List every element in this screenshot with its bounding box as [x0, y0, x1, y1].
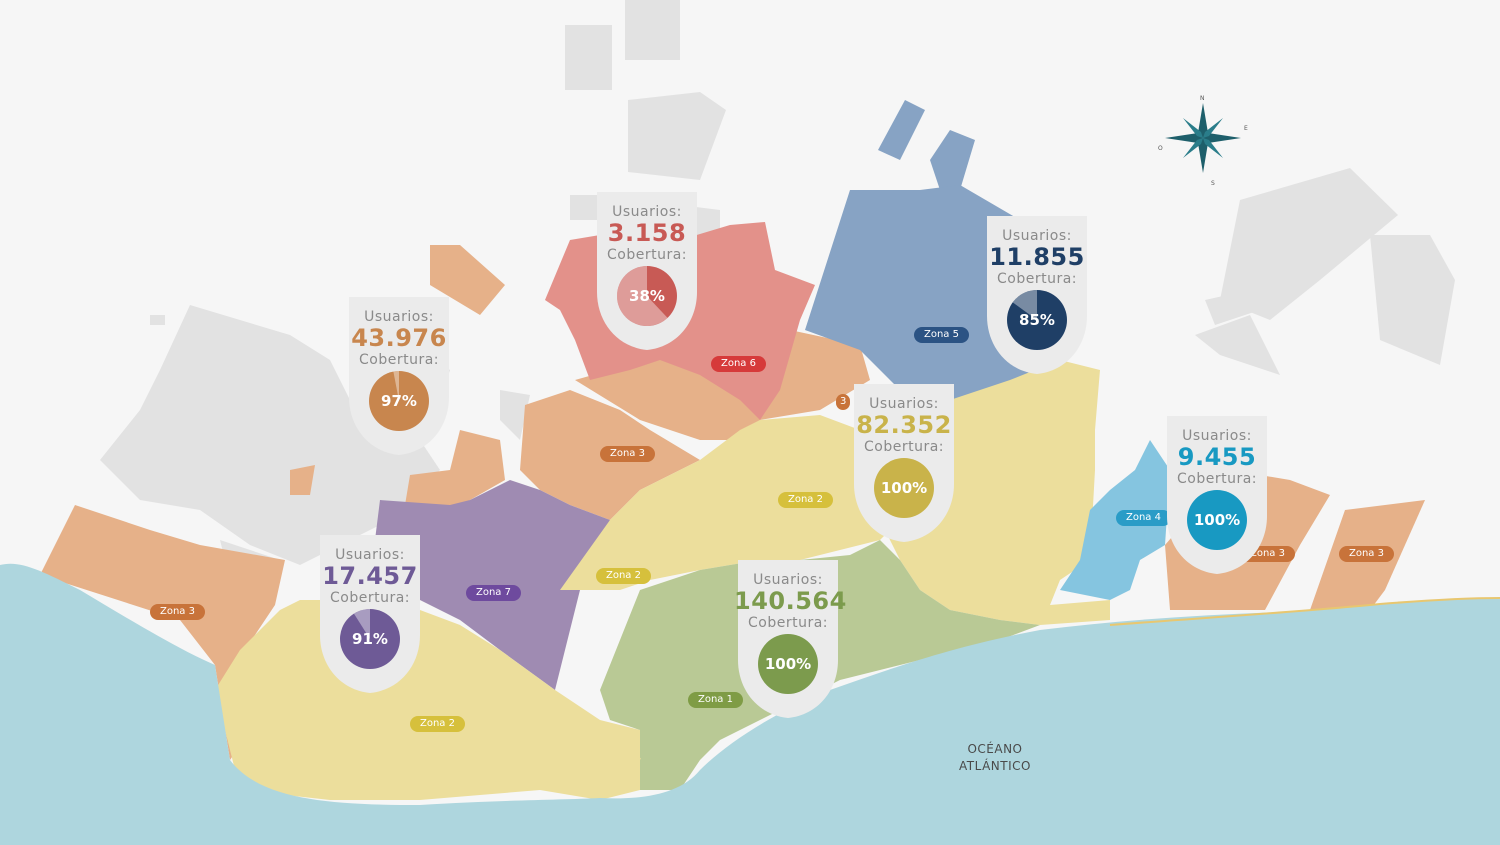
cobertura-value: 91%	[352, 630, 388, 648]
uncovered-slice	[353, 609, 370, 639]
zone-6-stats-pin[interactable]: Usuarios: 3.158 Cobertura: 38%	[593, 192, 701, 352]
pin-shape	[738, 560, 838, 718]
uncovered-slice	[1012, 290, 1037, 320]
ocean-label-line1: OCÉANO	[967, 742, 1023, 756]
cobertura-value: 100%	[880, 479, 928, 497]
uncovered-slice	[393, 371, 399, 401]
zone-label-2: Zona 2	[778, 492, 833, 508]
zone-label-2: Zona 2	[410, 716, 465, 732]
pin-shape	[597, 192, 697, 350]
uncovered-slice	[617, 266, 668, 326]
zone-label-2: Zona 2	[596, 568, 651, 584]
cobertura-label: Cobertura:	[1176, 471, 1257, 487]
usuarios-value: 3.158	[607, 219, 687, 247]
usuarios-value: 17.457	[322, 562, 418, 590]
usuarios-value: 82.352	[856, 411, 952, 439]
zone-3-stats-pin[interactable]: Usuarios: 43.976 Cobertura: 97%	[345, 297, 453, 457]
zone-2-stats-pin[interactable]: Usuarios: 82.352 Cobertura: 100%	[850, 384, 958, 544]
pin-shape	[854, 384, 954, 542]
cobertura-value: 100%	[1193, 511, 1241, 529]
cobertura-value: 85%	[1019, 311, 1055, 329]
usuarios-value: 140.564	[734, 587, 847, 615]
harbour	[539, 728, 641, 772]
compass-rose-icon	[1165, 103, 1241, 173]
cobertura-label: Cobertura:	[358, 352, 439, 368]
cobertura-label: Cobertura:	[329, 590, 410, 606]
usuarios-label: Usuarios:	[1182, 428, 1252, 444]
compass-s: S	[1211, 180, 1215, 187]
zone-label-3: Zona 3	[600, 446, 655, 462]
coverage-pie	[340, 609, 400, 669]
usuarios-label: Usuarios:	[753, 572, 823, 588]
usuarios-value: 9.455	[1177, 443, 1257, 471]
zone-5-stats-pin[interactable]: Usuarios: 11.855 Cobertura: 85%	[983, 216, 1091, 376]
coverage-pie	[758, 634, 818, 694]
usuarios-label: Usuarios:	[612, 204, 682, 220]
ocean-label-line2: ATLÁNTICO	[959, 759, 1031, 773]
compass-o: O	[1158, 145, 1163, 152]
cobertura-label: Cobertura:	[863, 439, 944, 455]
ocean-label: OCÉANO ATLÁNTICO	[940, 741, 1050, 775]
cobertura-label: Cobertura:	[606, 247, 687, 263]
usuarios-label: Usuarios:	[1002, 228, 1072, 244]
coverage-pie	[1007, 290, 1067, 350]
ocean	[0, 563, 1500, 845]
cobertura-value: 38%	[629, 287, 665, 305]
usuarios-value: 43.976	[351, 324, 447, 352]
coverage-pie	[617, 266, 677, 326]
zone-label-3: Zona 3	[1339, 546, 1394, 562]
usuarios-label: Usuarios:	[869, 396, 939, 412]
zone-label-1: Zona 1	[688, 692, 743, 708]
coverage-pie	[1187, 490, 1247, 550]
compass-e: E	[1244, 125, 1248, 132]
zone-label-3: Zona 3	[150, 604, 205, 620]
coast-line	[1109, 597, 1500, 626]
usuarios-label: Usuarios:	[335, 547, 405, 563]
zone-7-stats-pin[interactable]: Usuarios: 17.457 Cobertura: 91%	[316, 535, 424, 695]
zone-label-7: Zona 7	[466, 585, 521, 601]
zone-4-stats-pin[interactable]: Usuarios: 9.455 Cobertura: 100%	[1163, 416, 1271, 576]
pin-shape	[349, 297, 449, 455]
zone-label-5: Zona 5	[914, 327, 969, 343]
cobertura-value: 100%	[764, 655, 812, 673]
zone-label-3: 3	[836, 394, 851, 410]
coverage-pie	[874, 458, 934, 518]
zone-label-4: Zona 4	[1116, 510, 1171, 526]
usuarios-label: Usuarios:	[364, 309, 434, 325]
pin-shape	[987, 216, 1087, 374]
cobertura-label: Cobertura:	[996, 271, 1077, 287]
usuarios-value: 11.855	[989, 243, 1085, 271]
pin-shape	[320, 535, 420, 693]
zone-4-area	[1060, 440, 1170, 600]
cobertura-label: Cobertura:	[747, 615, 828, 631]
compass-n: N	[1200, 95, 1205, 102]
coverage-pie	[369, 371, 429, 431]
zone-1-stats-pin[interactable]: Usuarios: 140.564 Cobertura: 100%	[734, 560, 847, 720]
cobertura-value: 97%	[381, 392, 417, 410]
zone-label-6: Zona 6	[711, 356, 766, 372]
pin-shape	[1167, 416, 1267, 574]
